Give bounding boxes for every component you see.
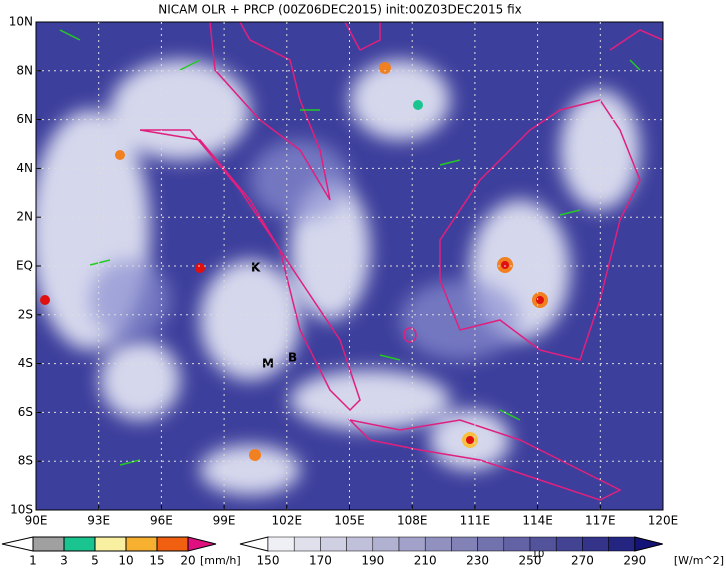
- colorbar-label: 3: [60, 554, 68, 568]
- colorbar-unit: [W/m^2]: [674, 554, 724, 567]
- colorbar-segment: [63, 536, 96, 552]
- precip-cells: [40, 62, 548, 461]
- map-title: NICAM OLR + PRCP (00Z06DEC2015) init:00Z…: [158, 3, 522, 17]
- colorbar-segment: [372, 536, 400, 552]
- lat-label: 2S: [18, 307, 33, 321]
- colorbar-label: 270: [571, 554, 594, 568]
- lat-label: 8N: [16, 63, 33, 77]
- colorbar-segment: [398, 536, 426, 552]
- colorbar-segment: [187, 536, 217, 552]
- lon-label: 120E: [648, 514, 679, 528]
- lon-label: 117E: [585, 514, 616, 528]
- colorbar-segment: [529, 536, 557, 552]
- lon-label: 114E: [522, 514, 553, 528]
- wind-vectors: [59, 29, 641, 466]
- colorbar-segment: [424, 536, 452, 552]
- lon-label: 111E: [460, 514, 491, 528]
- colorbar-label: 20: [180, 554, 195, 568]
- colorbar-segment: [267, 536, 295, 552]
- lon-label: 108E: [397, 514, 428, 528]
- lon-label: 93E: [87, 514, 110, 528]
- colorbar-segment: [94, 536, 127, 552]
- lat-label: 10N: [9, 15, 33, 29]
- colorbar-label: 170: [309, 554, 332, 568]
- colorbar-segment: [293, 536, 321, 552]
- colorbar-label: 250: [519, 554, 542, 568]
- colorbar-label: 1: [29, 554, 37, 568]
- place-marker: M: [262, 357, 274, 371]
- colorbar-segment: [125, 536, 158, 552]
- lon-label: 99E: [213, 514, 236, 528]
- place-marker: B: [288, 351, 297, 365]
- colorbar-segment: [608, 536, 636, 552]
- colorbar-segment: [239, 536, 269, 552]
- lon-label: 105E: [334, 514, 365, 528]
- vector-reference-label: 10: [532, 549, 545, 560]
- coastlines: [139, 22, 663, 501]
- colorbar-label: 150: [257, 554, 280, 568]
- colorbar-label: 230: [466, 554, 489, 568]
- colorbar-segment: [156, 536, 189, 552]
- map-field: [36, 22, 663, 510]
- colorbar-segment: [582, 536, 609, 552]
- colorbar-segment: [320, 536, 347, 552]
- lat-label: EQ: [16, 259, 33, 273]
- lat-label: 10S: [10, 503, 33, 517]
- colorbar-segment: [634, 536, 663, 552]
- colorbar-label: 190: [361, 554, 384, 568]
- lon-label: 96E: [150, 514, 173, 528]
- lat-label: 4N: [16, 161, 33, 175]
- colorbar-label: 5: [91, 554, 99, 568]
- colorbar-label: 210: [414, 554, 437, 568]
- lat-label: 6S: [18, 405, 33, 419]
- colorbar-unit: [mm/h]: [200, 554, 241, 567]
- lon-label: 90E: [25, 514, 48, 528]
- colorbar-segment: [503, 536, 531, 552]
- colorbar-segment: [555, 536, 583, 552]
- lat-label: 4S: [18, 356, 33, 370]
- lat-label: 2N: [16, 210, 33, 224]
- colorbar-label: 15: [149, 554, 164, 568]
- lat-label: 6N: [16, 112, 33, 126]
- colorbar-segment: [346, 536, 374, 552]
- colorbar-label: 290: [623, 554, 646, 568]
- colorbar-segment: [32, 536, 65, 552]
- colorbar-label: 10: [118, 554, 133, 568]
- colorbar-segment: [477, 536, 505, 552]
- lon-label: 102E: [272, 514, 303, 528]
- place-marker: K: [251, 261, 261, 275]
- lat-label: 8S: [18, 454, 33, 468]
- colorbar-segment: [451, 536, 478, 552]
- colorbar-segment: [1, 536, 34, 552]
